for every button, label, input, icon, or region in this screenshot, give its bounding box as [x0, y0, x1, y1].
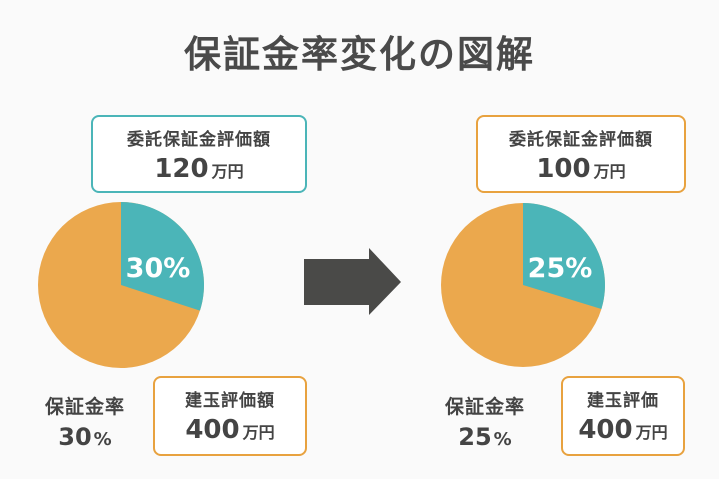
- right-arrow-icon: [304, 248, 401, 315]
- after-deposit-label: 委託保証金評価額: [509, 130, 653, 150]
- after-pie-chart: 25%: [441, 203, 605, 367]
- before-position-box: 建玉評価額 400 万円: [153, 376, 307, 456]
- page-title: 保証金率変化の図解: [184, 33, 535, 76]
- after-deposit-box: 委託保証金評価額 100 万円: [476, 115, 686, 193]
- after-position-box: 建玉評価 400 万円: [561, 376, 685, 456]
- before-deposit-label: 委託保証金評価額: [127, 130, 271, 150]
- before-position-label: 建玉評価額: [185, 391, 275, 411]
- after-rate: 保証金率 25%: [444, 396, 525, 451]
- before-rate: 保証金率 30%: [44, 396, 125, 451]
- before-deposit-box: 委託保証金評価額 120 万円: [91, 115, 307, 193]
- before-deposit-value: 120 万円: [154, 154, 244, 184]
- before-pie-chart: 30%: [38, 202, 205, 368]
- after-deposit-value: 100 万円: [536, 154, 626, 184]
- after-position-label: 建玉評価: [587, 391, 659, 411]
- before-pie-label: 30%: [126, 253, 191, 284]
- after-pie-label: 25%: [528, 253, 593, 284]
